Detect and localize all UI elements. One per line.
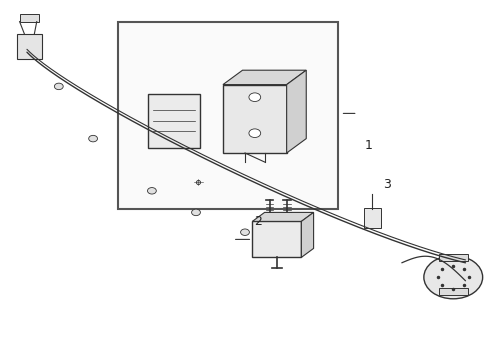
Bar	[439, 288, 468, 295]
Circle shape	[249, 93, 261, 102]
Polygon shape	[223, 70, 306, 85]
Bar	[439, 254, 468, 261]
Circle shape	[424, 256, 483, 299]
Bar	[118, 22, 338, 209]
Circle shape	[54, 83, 63, 90]
Circle shape	[249, 129, 261, 138]
Circle shape	[192, 209, 200, 216]
Bar	[364, 208, 381, 228]
Bar	[223, 85, 287, 153]
Text: 3: 3	[383, 178, 391, 191]
Circle shape	[147, 188, 156, 194]
Text: 2: 2	[254, 215, 262, 228]
Polygon shape	[301, 212, 314, 257]
Polygon shape	[252, 212, 314, 221]
Bar	[252, 221, 301, 257]
Bar	[20, 14, 39, 22]
Bar	[17, 34, 42, 59]
Text: 1: 1	[365, 139, 373, 152]
Polygon shape	[287, 70, 306, 153]
Circle shape	[241, 229, 249, 235]
Circle shape	[89, 135, 98, 142]
Bar	[148, 94, 200, 148]
